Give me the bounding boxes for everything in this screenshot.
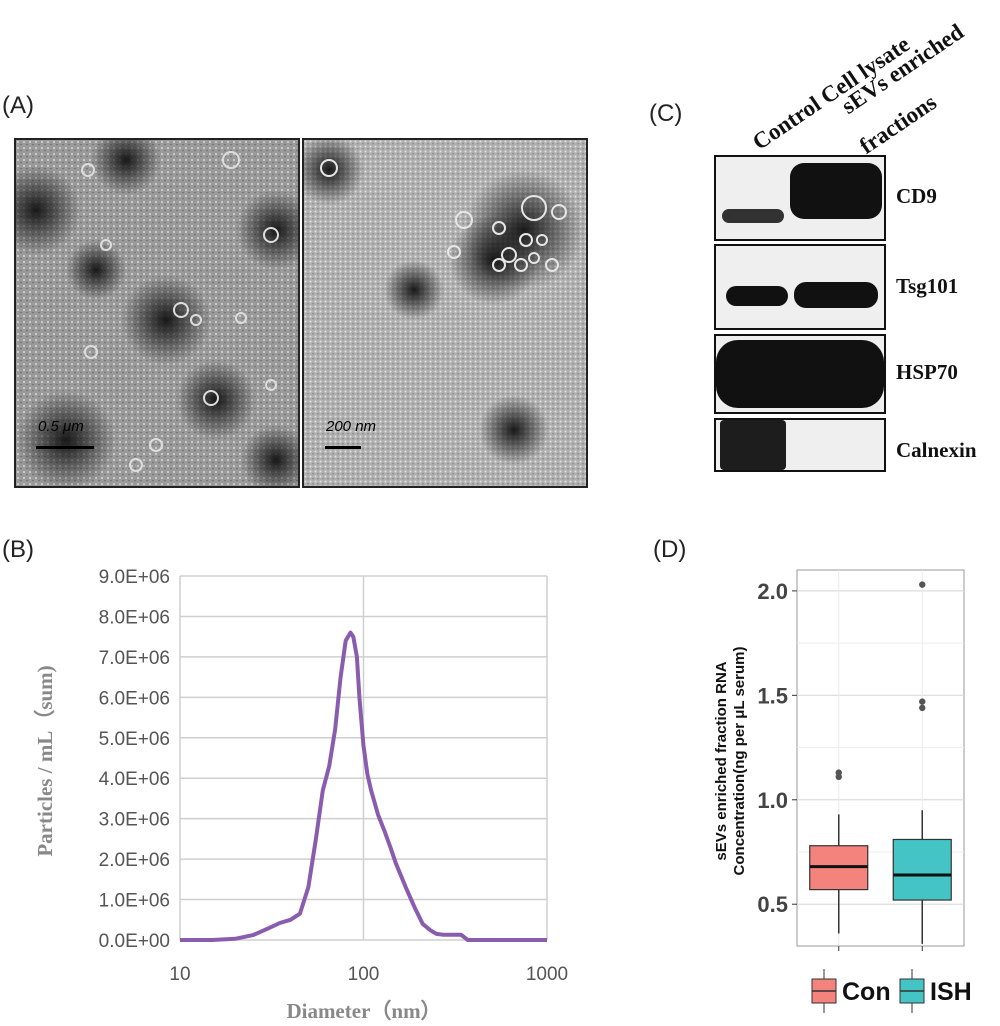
box-outlier-point [919,698,926,705]
chart-d-y-tick-label: 2.0 [757,579,788,604]
chart-d-y-axis-label-line1: sEVs enriched fraction RNA [713,661,730,860]
band-calnexin-control [720,420,786,470]
chart-b-y-tick-label: 5.0E+06 [99,729,170,750]
chart-d-y-tick-labels: 0.5 1.0 1.5 2.0 [757,579,797,917]
box-outlier-point [919,581,926,588]
box-ish [892,838,952,901]
chart-b-y-tick-label: 7.0E+06 [99,648,170,669]
blot-label-tsg101: Tsg101 [896,274,959,298]
scale-label-left: 0.5 μm [38,418,84,435]
chart-d-boxes [809,581,952,951]
chart-b-series-line [180,630,547,942]
chart-b-y-tick-label: 1.0E+06 [99,891,170,912]
chart-b-y-tick-label: 3.0E+06 [99,810,170,831]
chart-d-y-tick-label: 0.5 [757,892,788,917]
chart-b-x-tick-label: 10 [169,964,190,985]
size-distribution-chart: 0.0E+00 1.0E+06 2.0E+06 3.0E+06 4.0E+06 5.0E+… [33,567,568,1023]
chart-b-y-tick-label: 2.0E+06 [99,850,170,871]
scale-bar-right [325,446,361,449]
scale-label-right: 200 nm [326,418,377,435]
em-right-vesicles [320,159,567,272]
scale-bar-left [36,446,94,449]
chart-b-y-axis-label: Particles / mL（sum) [33,665,57,856]
blot-label-hsp70: HSP70 [896,360,958,384]
chart-b-x-tick-label: 1000 [526,964,568,985]
chart-b-y-tick-label: 9.0E+06 [99,567,170,588]
blot-label-cd9: CD9 [896,184,937,208]
chart-b-x-tick-label: 100 [348,964,380,985]
chart-b-y-tick-label: 0.0E+00 [99,931,170,952]
chart-b-y-tick-label: 8.0E+06 [99,607,170,628]
chart-b-x-axis-label: Diameter（nm） [286,999,441,1023]
blot-cd9 [714,155,886,241]
rna-concentration-boxplot: 0.51.01.52.0 sEVs enriched fraction RNA … [713,569,972,1013]
panel-d-label: (D) [653,536,687,563]
chart-b-x-tick-labels: 10 100 1000 [169,964,568,985]
em-left-vesicles [81,151,279,472]
panel-c-label: (C) [649,100,683,127]
chart-b-y-tick-label: 4.0E+06 [99,769,170,790]
box-outlier-point [919,704,926,712]
chart-d-y-axis-label-line2: Concentration(ng per μL serum) [731,647,748,876]
panel-a-label: (A) [2,92,34,119]
band-cd9-control [722,209,784,223]
band-tsg101-control [726,286,788,306]
chart-b-y-tick-label: 6.0E+06 [99,688,170,709]
blot-hsp70 [714,334,886,414]
blot-tsg101 [714,244,886,330]
em-image-right-graphic [304,140,586,486]
em-image-left [14,138,300,488]
band-tsg101-sevs [794,282,878,308]
chart-d-y-tick-label: 1.0 [757,788,788,813]
chart-d-legend: Con ISH [811,969,972,1013]
blot-calnexin [714,418,886,472]
em-image-right [302,138,588,488]
legend-label-con: Con [842,978,891,1006]
chart-d-y-tick-label: 1.5 [757,683,788,708]
chart-b-y-tick-labels: 0.0E+00 1.0E+06 2.0E+06 3.0E+06 4.0E+06 5.0E+… [99,567,170,952]
blot-label-calnexin: Calnexin [896,438,977,462]
legend-label-ish: ISH [930,978,972,1006]
band-hsp70 [716,340,884,408]
em-left-dark-regions [16,140,298,486]
em-image-left-graphic [16,140,298,486]
band-cd9-sevs [790,163,882,219]
panel-b-label: (B) [2,536,34,563]
box-outlier-point [835,769,842,776]
